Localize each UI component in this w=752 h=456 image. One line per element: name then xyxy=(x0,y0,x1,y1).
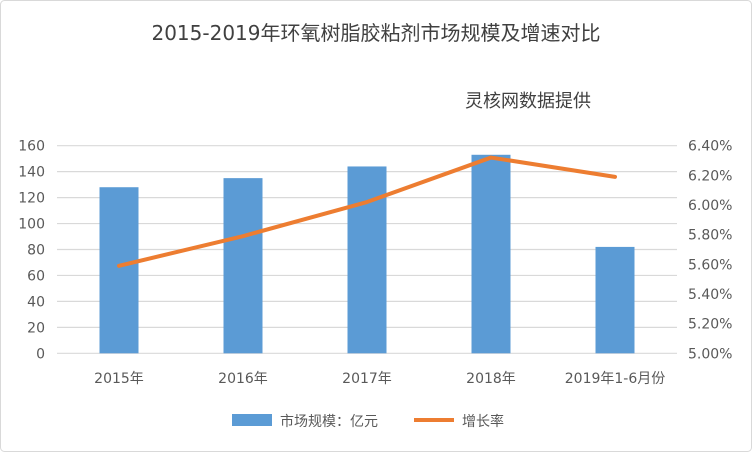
left-tick-label: 80 xyxy=(27,243,45,259)
right-tick-label: 5.60% xyxy=(688,257,732,273)
left-tick-label: 40 xyxy=(27,294,45,310)
bar xyxy=(472,155,511,354)
left-tick-label: 160 xyxy=(18,139,45,155)
bar xyxy=(224,178,263,353)
left-tick-label: 140 xyxy=(18,165,45,181)
right-tick-label: 5.80% xyxy=(688,228,732,244)
chart-title: 2015-2019年环氧树脂胶粘剂市场规模及增速对比 xyxy=(151,21,600,45)
right-tick-label: 5.40% xyxy=(688,287,732,303)
right-tick-label: 6.40% xyxy=(688,139,732,155)
category-label: 2016年 xyxy=(218,371,268,387)
legend-line-label: 增长率 xyxy=(462,413,504,430)
bar xyxy=(348,166,387,353)
legend-bar-swatch xyxy=(232,414,272,426)
category-label: 2015年 xyxy=(94,371,144,387)
bar xyxy=(100,187,139,353)
category-label: 2019年1-6月份 xyxy=(565,371,666,387)
left-tick-label: 60 xyxy=(27,268,45,284)
category-label: 2018年 xyxy=(466,371,516,387)
right-tick-label: 5.00% xyxy=(688,346,732,362)
legend-bar-label: 市场规模：亿元 xyxy=(280,413,378,430)
left-tick-label: 20 xyxy=(27,320,45,336)
right-tick-label: 5.20% xyxy=(688,317,732,333)
left-tick-label: 120 xyxy=(18,191,45,207)
category-label: 2017年 xyxy=(342,371,392,387)
right-tick-label: 6.00% xyxy=(688,198,732,214)
left-tick-label: 0 xyxy=(36,346,45,362)
chart-subtitle: 灵核网数据提供 xyxy=(465,91,591,112)
bar xyxy=(596,247,635,353)
left-tick-label: 100 xyxy=(18,217,45,233)
right-tick-label: 6.20% xyxy=(688,168,732,184)
